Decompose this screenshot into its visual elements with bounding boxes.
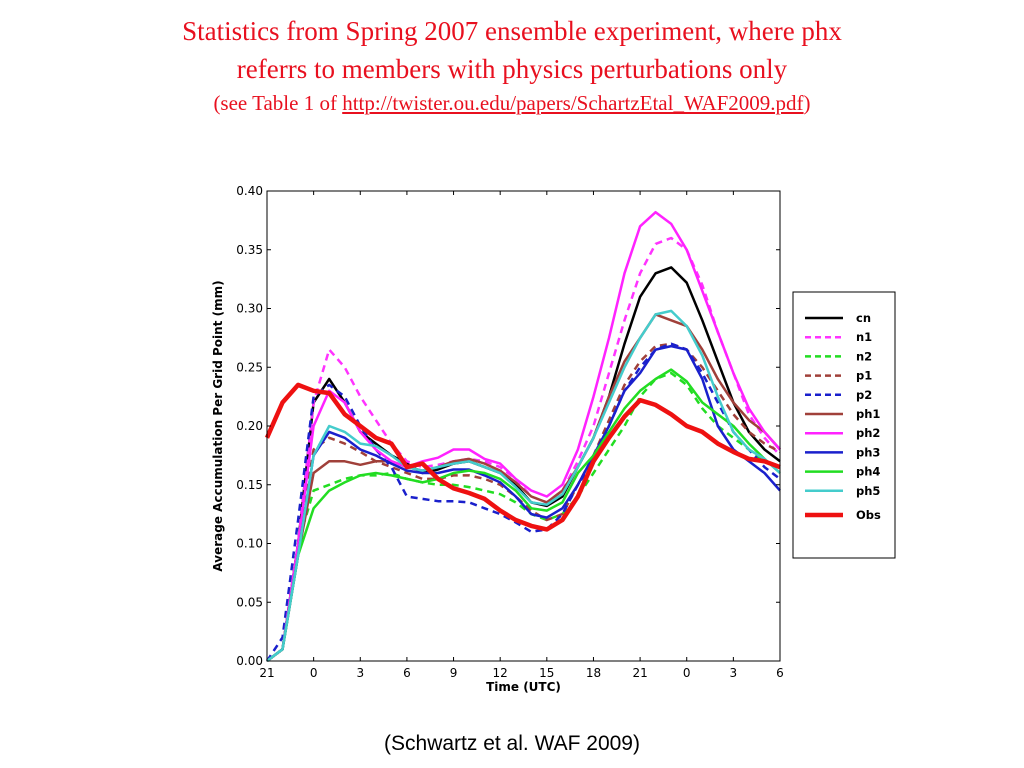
series-line-n1 bbox=[267, 238, 780, 661]
legend-label-ph1: ph1 bbox=[856, 407, 880, 421]
x-tick-label: 21 bbox=[259, 666, 274, 680]
legend-label-n2: n2 bbox=[856, 349, 872, 363]
y-tick-label: 0.35 bbox=[236, 243, 263, 257]
legend-label-ph3: ph3 bbox=[856, 445, 880, 459]
series-line-p1 bbox=[267, 344, 780, 661]
x-tick-label: 0 bbox=[683, 666, 691, 680]
y-tick-label: 0.15 bbox=[236, 478, 263, 492]
legend-label-p2: p2 bbox=[856, 388, 872, 402]
y-axis-label: Average Accumulation Per Grid Point (mm) bbox=[211, 280, 225, 571]
y-tick-label: 0.05 bbox=[236, 595, 263, 609]
x-tick-label: 12 bbox=[493, 666, 508, 680]
source-caption: (Schwartz et al. WAF 2009) bbox=[0, 732, 1024, 756]
series-line-ph3 bbox=[267, 346, 780, 661]
plot-frame bbox=[267, 191, 780, 661]
y-tick-label: 0.10 bbox=[236, 537, 263, 551]
x-axis-label: Time (UTC) bbox=[486, 680, 561, 694]
legend-label-n1: n1 bbox=[856, 330, 872, 344]
x-tick-label: 9 bbox=[450, 666, 458, 680]
y-tick-label: 0.25 bbox=[236, 360, 263, 374]
y-tick-label: 0.30 bbox=[236, 302, 263, 316]
y-tick-label: 0.20 bbox=[236, 419, 263, 433]
legend-label-ph2: ph2 bbox=[856, 426, 880, 440]
series-layer bbox=[267, 212, 780, 661]
series-line-cn bbox=[267, 267, 780, 661]
x-tick-label: 6 bbox=[776, 666, 784, 680]
legend-label-ph4: ph4 bbox=[856, 465, 880, 479]
precipitation-line-chart: 0.000.050.100.150.200.250.300.350.4021 0 3… bbox=[0, 0, 1024, 768]
y-tick-label: 0.40 bbox=[236, 184, 263, 198]
legend-label-Obs: Obs bbox=[856, 508, 881, 522]
x-tick-label: 18 bbox=[586, 666, 601, 680]
legend-label-p1: p1 bbox=[856, 369, 872, 383]
x-tick-label: 6 bbox=[403, 666, 411, 680]
legend-label-cn: cn bbox=[856, 311, 871, 325]
series-line-p2 bbox=[267, 344, 780, 661]
x-tick-label: 21 bbox=[632, 666, 647, 680]
x-tick-label: 3 bbox=[356, 666, 364, 680]
x-tick-label: 0 bbox=[310, 666, 318, 680]
x-tick-label: 3 bbox=[730, 666, 738, 680]
legend-label-ph5: ph5 bbox=[856, 484, 880, 498]
x-tick-label: 15 bbox=[539, 666, 554, 680]
